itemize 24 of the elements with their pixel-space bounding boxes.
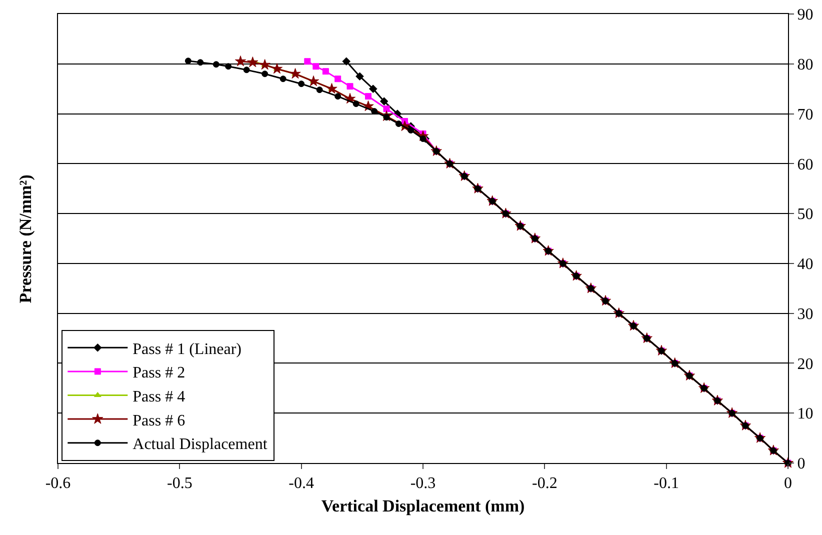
legend-label: Pass # 2 (132, 364, 186, 382)
legend-label: Pass # 4 (132, 388, 186, 406)
x-tick-label: -0.3 (410, 475, 436, 492)
y-tick-label: 10 (797, 406, 814, 423)
y-tick-label: 40 (797, 256, 814, 274)
legend-label: Pass # 1 (Linear) (132, 340, 242, 358)
x-tick-label: -0.2 (532, 475, 558, 492)
x-axis-title: Vertical Displacement (mm) (321, 496, 525, 516)
y-tick-label: 60 (797, 156, 814, 174)
x-tick-label: -0.4 (288, 475, 314, 492)
y-tick-label: 20 (797, 356, 814, 373)
y-tick-label: 50 (797, 206, 814, 224)
x-tick-label: -0.6 (45, 475, 71, 492)
y-tick-label: 90 (797, 6, 814, 24)
x-tick-label: -0.5 (167, 475, 192, 492)
x-tick-label: 0 (784, 475, 792, 492)
y-tick-label: 30 (797, 306, 814, 323)
y-axis-title: Pressure (N/mm²) (16, 174, 36, 304)
y-tick-label: 80 (797, 56, 814, 74)
legend-label: Actual Displacement (132, 436, 268, 454)
y-tick-label: 70 (797, 106, 814, 124)
legend-label: Pass # 6 (132, 412, 186, 430)
y-tick-label: 0 (797, 456, 806, 473)
x-tick-label: -0.1 (654, 475, 679, 492)
